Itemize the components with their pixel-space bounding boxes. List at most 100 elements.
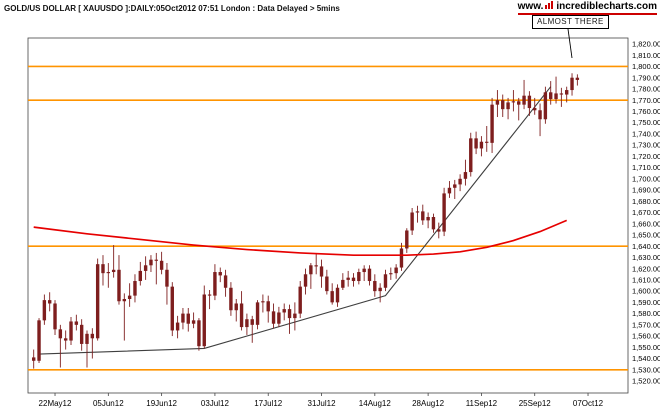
candle-body <box>266 301 270 312</box>
candle-body <box>415 211 420 213</box>
logo-tld: .com <box>633 1 657 12</box>
candle-body <box>138 270 142 282</box>
candle-body <box>447 187 452 194</box>
candle-body <box>53 303 57 330</box>
candle-body <box>341 279 345 288</box>
candle-body <box>490 104 494 143</box>
candle-body <box>495 100 500 105</box>
candle-body <box>373 281 377 292</box>
svg-text:1,760.00: 1,760.00 <box>632 107 660 116</box>
candle-body <box>335 287 340 303</box>
svg-text:1,790.00: 1,790.00 <box>632 73 660 82</box>
plot-frame <box>27 37 629 394</box>
candle-body <box>378 287 382 292</box>
candle-body <box>42 300 47 321</box>
svg-text:14Aug12: 14Aug12 <box>359 399 392 408</box>
candle-body <box>383 274 388 288</box>
svg-text:11Sep12: 11Sep12 <box>466 399 498 408</box>
candle-body <box>559 93 564 95</box>
svg-text:07Oct12: 07Oct12 <box>573 399 604 408</box>
svg-text:1,660.00: 1,660.00 <box>632 219 660 228</box>
svg-text:17Jul12: 17Jul12 <box>254 399 283 408</box>
svg-text:1,560.00: 1,560.00 <box>632 332 660 341</box>
annotation-almost-there: ALMOST THERE <box>532 15 609 29</box>
candle-body <box>47 300 52 304</box>
candle-body <box>570 77 574 91</box>
logo-www: www. <box>517 1 544 12</box>
svg-text:1,680.00: 1,680.00 <box>632 197 660 206</box>
candle-body <box>101 264 105 274</box>
candle-body <box>399 248 404 268</box>
candle-body <box>207 294 212 296</box>
svg-text:03Jul12: 03Jul12 <box>201 399 230 408</box>
svg-text:1,520.00: 1,520.00 <box>632 377 660 386</box>
candle-body <box>575 77 580 80</box>
candle-body <box>469 138 473 173</box>
candle-body <box>346 277 350 280</box>
candle-body <box>79 324 84 344</box>
candle-body <box>277 312 281 324</box>
candle-body <box>74 321 79 325</box>
candle-body <box>293 313 297 319</box>
candle-body <box>143 265 148 271</box>
svg-text:1,800.00: 1,800.00 <box>632 62 660 71</box>
candle-body <box>175 322 180 331</box>
svg-text:1,710.00: 1,710.00 <box>632 163 660 172</box>
candle-body <box>453 184 457 188</box>
svg-text:05Jun12: 05Jun12 <box>93 399 124 408</box>
candle-body <box>357 272 361 282</box>
candle-body <box>32 357 36 361</box>
candle-body <box>421 211 425 221</box>
candle-body <box>533 108 537 111</box>
svg-text:1,540.00: 1,540.00 <box>632 354 660 363</box>
svg-text:1,780.00: 1,780.00 <box>632 85 660 94</box>
candle-body <box>538 110 542 120</box>
svg-text:1,610.00: 1,610.00 <box>632 276 660 285</box>
svg-text:19Jun12: 19Jun12 <box>146 399 177 408</box>
candle-body <box>511 101 516 103</box>
candle-body <box>319 266 324 277</box>
candle-body <box>117 269 121 302</box>
candle-body <box>554 93 558 100</box>
candle-body <box>479 141 484 149</box>
candle-body <box>389 273 393 275</box>
candle-body <box>330 291 334 303</box>
svg-text:1,550.00: 1,550.00 <box>632 343 660 352</box>
candle-body <box>127 295 132 299</box>
candle-body <box>170 286 174 331</box>
chart-title: GOLD/US DOLLAR [ XAUUSDO ]:DAILY:05Oct20… <box>4 4 340 13</box>
svg-text:25Sep12: 25Sep12 <box>519 399 552 408</box>
candle-body <box>287 309 292 319</box>
logo-name: incrediblecharts <box>556 1 634 12</box>
candle-body <box>282 309 286 313</box>
candle-body <box>90 333 95 339</box>
svg-text:1,650.00: 1,650.00 <box>632 231 660 240</box>
annotation-callout-line <box>567 28 573 59</box>
candle-body <box>565 90 569 95</box>
site-logo: www. incrediblecharts .com <box>517 1 657 15</box>
candle-body <box>149 259 153 266</box>
svg-text:1,730.00: 1,730.00 <box>632 141 660 150</box>
candle-body <box>362 268 366 273</box>
candle-body <box>298 286 302 314</box>
candle-body <box>255 302 260 325</box>
svg-text:1,570.00: 1,570.00 <box>632 320 660 329</box>
svg-text:22May12: 22May12 <box>39 399 72 408</box>
candle-body <box>367 268 372 282</box>
candle-body <box>405 230 409 249</box>
candle-body <box>239 303 244 328</box>
candle-body <box>501 100 505 110</box>
moving-average-line <box>33 219 568 257</box>
candle-body <box>63 338 68 341</box>
svg-text:1,770.00: 1,770.00 <box>632 96 660 105</box>
candle-body <box>522 95 526 105</box>
candle-body <box>485 141 489 143</box>
candle-body <box>314 265 318 267</box>
svg-text:1,640.00: 1,640.00 <box>632 242 660 251</box>
candle-body <box>186 313 190 324</box>
svg-text:1,810.00: 1,810.00 <box>632 51 660 60</box>
candle-body <box>197 320 201 347</box>
logo-bars-icon <box>545 1 554 9</box>
candle-body <box>431 216 436 230</box>
